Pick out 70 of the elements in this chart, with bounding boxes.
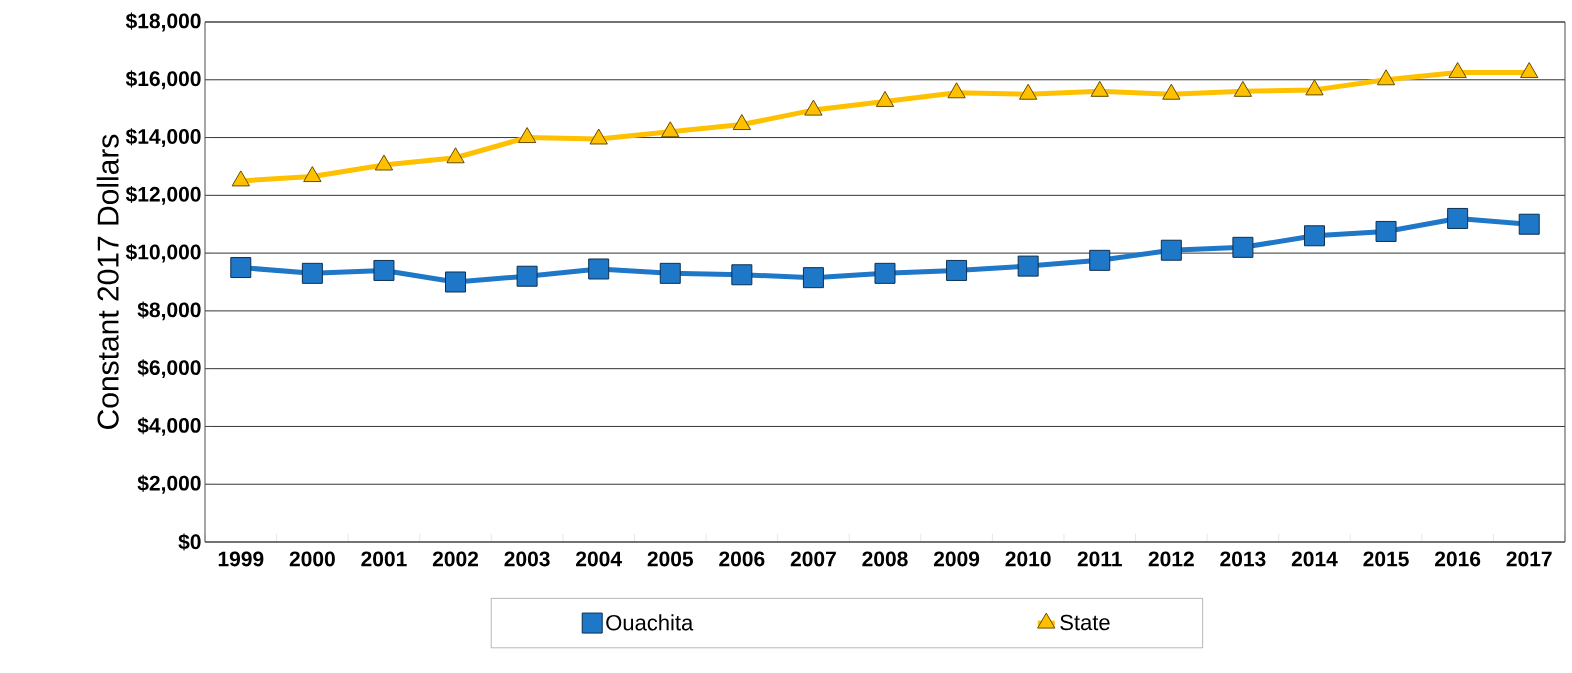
y-tick-label: $8,000 (137, 301, 201, 321)
y-tick-label: $6,000 (137, 359, 201, 379)
legend-label: Ouachita (606, 614, 694, 631)
x-tick-label: 2014 (1291, 551, 1338, 567)
y-tick-label: $4,000 (137, 417, 201, 436)
x-tick-label: 2003 (504, 551, 550, 567)
x-tick-label: 2000 (289, 551, 335, 567)
x-tick-label: 2011 (1077, 551, 1122, 567)
point (446, 147, 465, 164)
point (231, 170, 250, 187)
point (731, 264, 753, 286)
point (661, 121, 680, 138)
point (947, 82, 966, 99)
point (230, 257, 252, 279)
point (1375, 220, 1397, 242)
point (1448, 62, 1467, 79)
point (1447, 207, 1469, 229)
y-tick-label: $0 (178, 533, 201, 551)
y-tick-label: $10,000 (125, 243, 201, 263)
x-tick-label: 2013 (1220, 551, 1266, 567)
point (946, 259, 968, 281)
point (374, 154, 394, 171)
point (588, 258, 610, 280)
point (301, 262, 323, 284)
point (1303, 225, 1325, 247)
x-tick-label: 2002 (432, 551, 479, 567)
x-tick-label: 2010 (1005, 551, 1051, 567)
point (1232, 236, 1254, 258)
point (445, 271, 467, 293)
point (1018, 83, 1038, 100)
legend-label: State (1060, 614, 1110, 631)
point (1520, 62, 1539, 79)
x-tick-label: 1999 (218, 551, 264, 567)
x-tick-label: 2005 (647, 551, 694, 567)
point (1305, 79, 1324, 96)
point (1090, 80, 1109, 97)
point (517, 127, 537, 144)
point (1089, 249, 1111, 271)
x-tick-label: 2009 (933, 551, 980, 567)
x-tick-label: 2008 (862, 551, 908, 567)
x-tick-label: 2006 (719, 551, 765, 567)
point (303, 166, 322, 183)
x-tick-label: 2012 (1148, 551, 1194, 567)
y-tick-label: $18,000 (125, 12, 201, 32)
point (874, 262, 896, 284)
x-tick-label: 2017 (1506, 551, 1552, 567)
y-axis-title: Constant 2017 Dollars (96, 134, 119, 429)
point (875, 90, 895, 107)
point (1233, 80, 1253, 97)
x-tick-label: 2004 (576, 551, 622, 567)
x-tick-label: 2001 (361, 551, 407, 567)
point (804, 99, 823, 116)
x-tick-label: 2015 (1363, 551, 1409, 567)
point (589, 128, 608, 145)
y-tick-label: $12,000 (125, 185, 201, 205)
point (1162, 83, 1181, 100)
point (1518, 213, 1540, 235)
y-tick-label: $14,000 (125, 128, 201, 147)
point (1160, 239, 1182, 261)
point (1017, 255, 1039, 277)
point (802, 267, 824, 289)
y-tick-label: $2,000 (137, 474, 201, 494)
point (659, 262, 681, 284)
point (373, 259, 395, 281)
y-tick-label: $16,000 (125, 70, 201, 90)
x-tick-label: 2016 (1435, 551, 1481, 567)
point (516, 265, 538, 287)
point (1376, 69, 1396, 86)
point (732, 114, 751, 131)
x-tick-label: 2007 (790, 551, 836, 567)
